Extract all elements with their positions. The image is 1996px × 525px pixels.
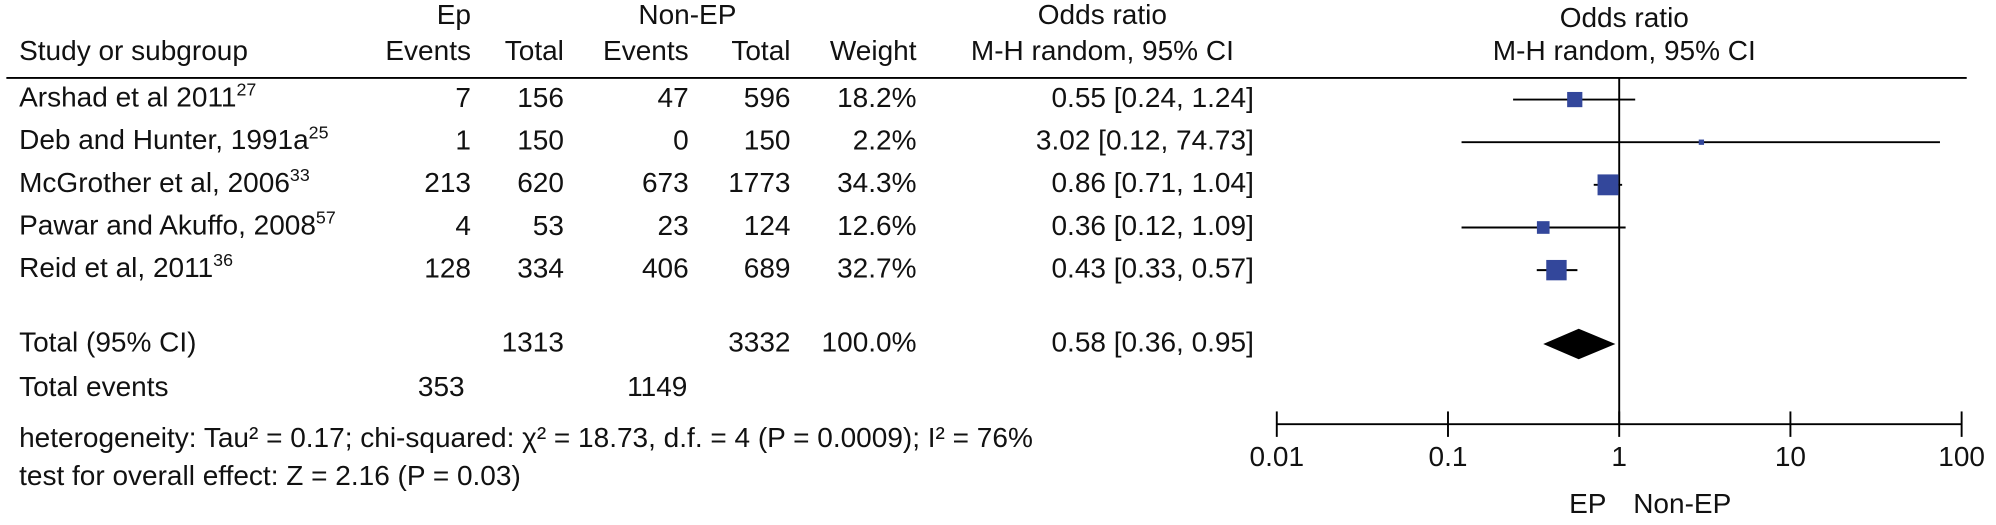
header: Events bbox=[603, 35, 689, 66]
study-ref: 57 bbox=[316, 207, 336, 227]
study-marker bbox=[1698, 139, 1705, 145]
cell: 150 bbox=[744, 125, 791, 156]
study-marker bbox=[1567, 91, 1583, 108]
odds-ratio: 0.55 [0.24, 1.24] bbox=[1051, 82, 1253, 113]
x-tick-label: 100 bbox=[1938, 441, 1985, 472]
cell: 596 bbox=[744, 82, 791, 113]
header: Total bbox=[505, 35, 564, 66]
weight: 18.2% bbox=[837, 82, 916, 113]
study-ref: 27 bbox=[237, 79, 257, 99]
study-name: Reid et al, 201136 bbox=[19, 250, 233, 284]
odds-ratio: 0.36 [0.12, 1.09] bbox=[1051, 210, 1253, 241]
x-tick-label: 0.01 bbox=[1250, 441, 1305, 472]
header: M-H random, 95% CI bbox=[971, 35, 1234, 66]
heterogeneity: heterogeneity: Tau² = 0.17; chi-squared:… bbox=[19, 422, 1033, 453]
summary-diamond bbox=[1543, 328, 1616, 360]
total-events-label: Total events bbox=[19, 371, 168, 402]
total-label: Total (95% CI) bbox=[19, 326, 196, 357]
study-ref: 36 bbox=[213, 250, 233, 270]
cell: 150 bbox=[517, 125, 564, 156]
cell: 673 bbox=[642, 167, 689, 198]
study-marker bbox=[1536, 221, 1550, 234]
header: Odds ratio bbox=[1038, 0, 1167, 30]
cell: 213 bbox=[424, 167, 471, 198]
study-name-text: Deb and Hunter, 1991a bbox=[19, 125, 309, 156]
cell: 47 bbox=[658, 82, 689, 113]
cell: 53 bbox=[533, 210, 564, 241]
cell: 1 bbox=[455, 125, 471, 156]
cell: 23 bbox=[658, 210, 689, 241]
plot-subtitle: M-H random, 95% CI bbox=[1493, 35, 1756, 66]
cell: 689 bbox=[744, 253, 791, 284]
total-cell: 3332 bbox=[728, 326, 790, 357]
odds-ratio: 0.86 [0.71, 1.04] bbox=[1051, 167, 1253, 198]
cell: 156 bbox=[517, 82, 564, 113]
study-ref: 25 bbox=[309, 122, 329, 142]
study-name-text: Arshad et al 2011 bbox=[19, 82, 236, 113]
total-cell: 1313 bbox=[502, 326, 564, 357]
study-name-text: Reid et al, 2011 bbox=[19, 253, 213, 284]
total-weight: 100.0% bbox=[822, 326, 917, 357]
x-tick-label: 10 bbox=[1775, 441, 1806, 472]
header: Study or subgroup bbox=[19, 35, 248, 66]
cell: 1773 bbox=[728, 167, 790, 198]
header: Total bbox=[731, 35, 790, 66]
header: Events bbox=[385, 35, 471, 66]
odds-ratio: 0.43 [0.33, 0.57] bbox=[1051, 253, 1253, 284]
cell: 620 bbox=[517, 167, 564, 198]
cell: 7 bbox=[455, 82, 471, 113]
study-name: Deb and Hunter, 1991a25 bbox=[19, 122, 328, 156]
favours-left: EP bbox=[1569, 488, 1606, 519]
study-marker bbox=[1546, 259, 1567, 281]
weight: 34.3% bbox=[837, 167, 916, 198]
cell: 406 bbox=[642, 253, 689, 284]
study-name: Pawar and Akuffo, 200857 bbox=[19, 207, 336, 241]
cell: 128 bbox=[424, 253, 471, 284]
study-ref: 33 bbox=[290, 165, 310, 185]
plot-title: Odds ratio bbox=[1560, 2, 1689, 33]
total-odds-ratio: 0.58 [0.36, 0.95] bbox=[1051, 326, 1253, 357]
weight: 2.2% bbox=[853, 125, 917, 156]
weight: 12.6% bbox=[837, 210, 916, 241]
study-name: Arshad et al 201127 bbox=[19, 79, 256, 113]
odds-ratio: 3.02 [0.12, 74.73] bbox=[1036, 125, 1254, 156]
study-name-text: Pawar and Akuffo, 2008 bbox=[19, 210, 316, 241]
cell: 0 bbox=[673, 125, 689, 156]
study-name: McGrother et al, 200633 bbox=[19, 165, 310, 199]
study-marker bbox=[1597, 174, 1619, 196]
study-name-text: McGrother et al, 2006 bbox=[19, 167, 290, 198]
overall-effect: test for overall effect: Z = 2.16 (P = 0… bbox=[19, 460, 521, 491]
weight: 32.7% bbox=[837, 253, 916, 284]
total-events: 353 bbox=[418, 371, 465, 402]
x-tick-label: 0.1 bbox=[1429, 441, 1468, 472]
header: Non-EP bbox=[638, 0, 736, 30]
cell: 4 bbox=[455, 210, 471, 241]
header: Ep bbox=[437, 0, 471, 30]
header: Weight bbox=[830, 35, 917, 66]
x-tick-label: 1 bbox=[1611, 441, 1627, 472]
cell: 334 bbox=[517, 253, 564, 284]
total-events: 1149 bbox=[627, 371, 687, 402]
favours-right: Non-EP bbox=[1633, 488, 1731, 519]
cell: 124 bbox=[744, 210, 791, 241]
